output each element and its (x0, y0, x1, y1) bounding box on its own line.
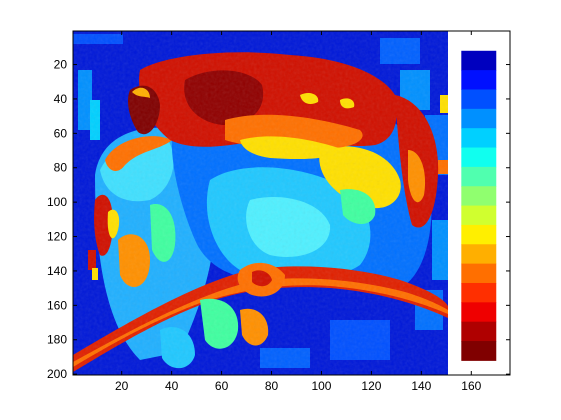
colorbar-swatch (461, 302, 497, 323)
colorbar-swatch (461, 244, 497, 265)
y-tick-label: 20 (54, 58, 68, 72)
x-tick-label: 120 (361, 379, 381, 393)
colorbar-swatch (461, 70, 497, 90)
y-tick-label: 60 (54, 126, 68, 140)
y-axis: 20 40 60 80 100 120 140 160 180 200 (47, 58, 510, 381)
x-tick-label: 20 (115, 379, 129, 393)
x-tick-label: 160 (461, 379, 481, 393)
colorbar-swatch (461, 205, 497, 226)
colorbar-swatch (461, 50, 497, 71)
colorbar-swatch (461, 166, 497, 187)
y-tick-label: 40 (54, 92, 68, 106)
axes: 20 40 60 80 100 120 140 160 20 40 60 80 100 120 140 16… (47, 30, 511, 393)
colorbar-swatch (461, 224, 497, 245)
heatmap-image (73, 31, 448, 375)
colorbar-swatch (461, 89, 497, 110)
axes-frame (72, 30, 511, 376)
y-tick-label: 80 (54, 161, 68, 175)
colorbar-swatch (461, 263, 497, 284)
colorbar-swatch (461, 147, 497, 168)
y-tick-label: 200 (47, 367, 67, 381)
x-tick-label: 100 (311, 379, 331, 393)
x-axis: 20 40 60 80 100 120 140 160 (115, 31, 482, 393)
colorbar-swatch (461, 321, 497, 342)
y-tick-label: 180 (47, 333, 67, 347)
colorbar-swatch (461, 341, 497, 361)
x-tick-label: 40 (165, 379, 179, 393)
image-texture (73, 31, 448, 375)
y-tick-label: 140 (47, 264, 67, 278)
y-tick-label: 120 (47, 230, 67, 244)
colorbar-swatch (461, 186, 497, 207)
x-tick-label: 60 (215, 379, 229, 393)
x-tick-label: 140 (411, 379, 431, 393)
y-tick-label: 100 (47, 195, 67, 209)
x-tick-label: 80 (265, 379, 279, 393)
colorbar-swatch (461, 282, 497, 303)
colorbar-swatch (461, 108, 497, 129)
y-tick-label: 160 (47, 298, 67, 312)
colorbar (461, 50, 497, 361)
colorbar-swatch (461, 128, 497, 149)
